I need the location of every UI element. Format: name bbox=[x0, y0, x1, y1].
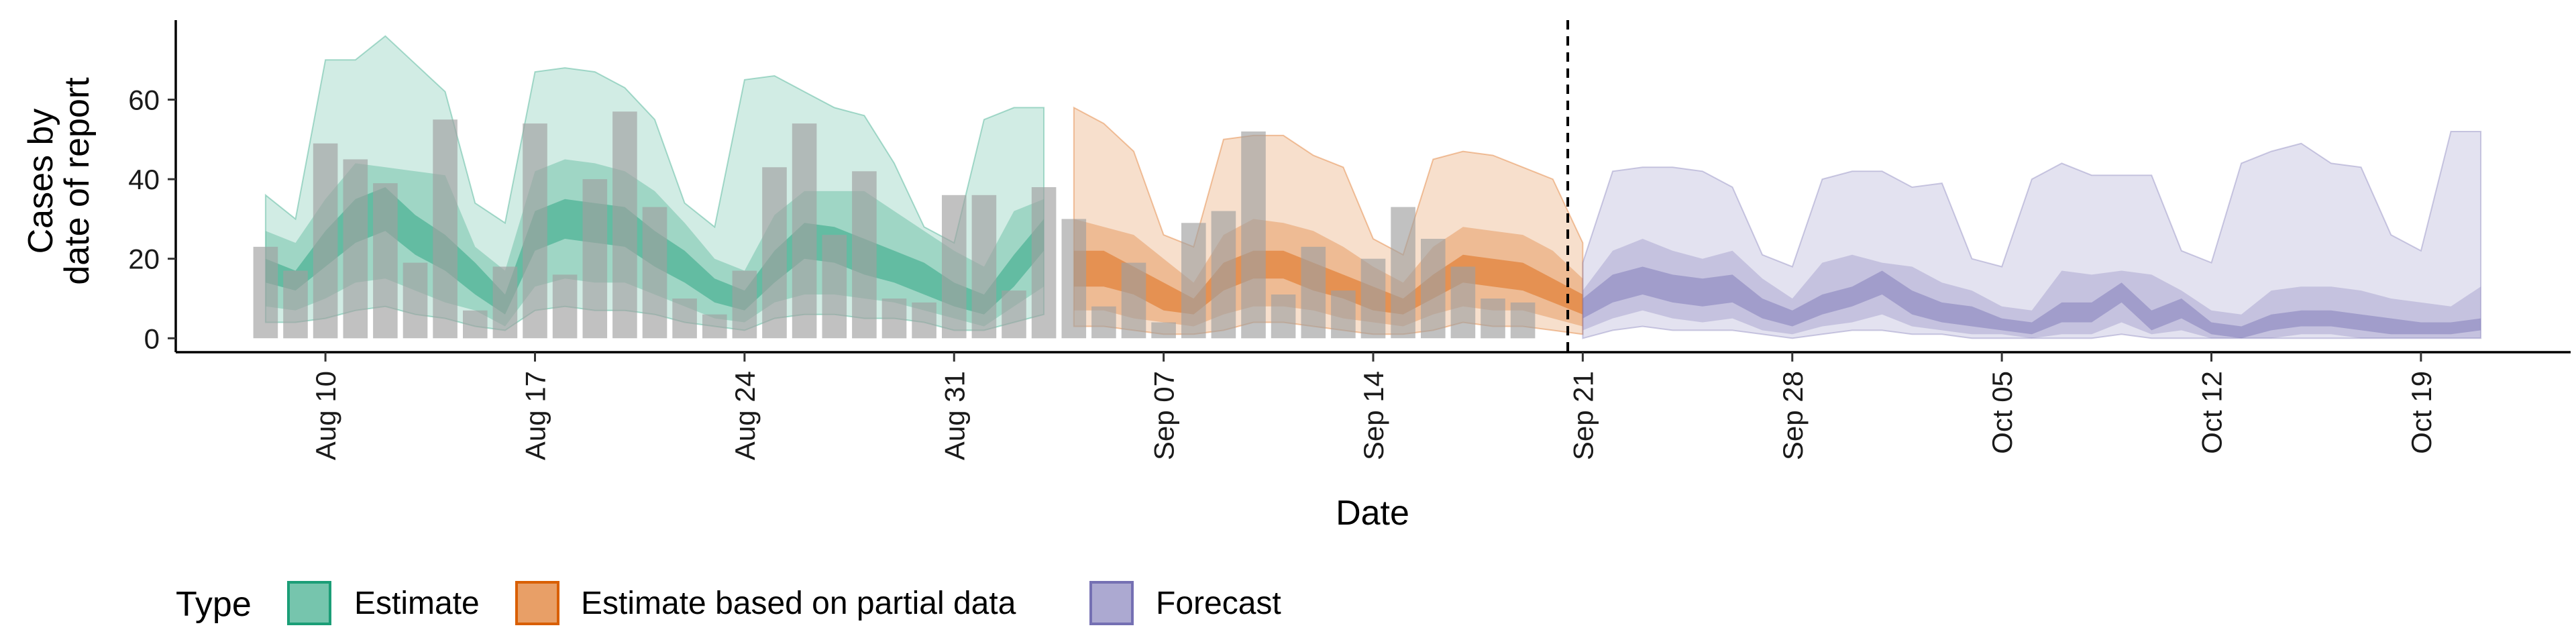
bar bbox=[552, 274, 578, 339]
y-axis-title-line-2: date of report bbox=[58, 77, 97, 285]
series-partial bbox=[1073, 106, 1584, 335]
bar bbox=[373, 183, 398, 339]
legend-key-partial bbox=[515, 581, 559, 625]
legend-title: Type bbox=[176, 585, 252, 624]
bar bbox=[343, 159, 368, 339]
bar bbox=[732, 270, 757, 339]
bar bbox=[492, 266, 518, 339]
legend-label-estimate: Estimate bbox=[354, 586, 480, 621]
bar bbox=[253, 246, 278, 339]
bar bbox=[1151, 322, 1176, 339]
bar bbox=[1271, 294, 1296, 339]
bar bbox=[523, 123, 547, 339]
bar bbox=[971, 195, 997, 339]
bar bbox=[642, 207, 667, 339]
bar bbox=[1510, 302, 1536, 339]
x-axis-title: Date bbox=[1336, 494, 1409, 533]
bar bbox=[313, 143, 338, 339]
bar bbox=[1481, 299, 1505, 339]
y-axis-title-line-1: Cases by bbox=[21, 109, 60, 254]
x-tick-label: Aug 17 bbox=[520, 371, 551, 460]
y-tick-label: 60 bbox=[128, 85, 160, 116]
bar bbox=[402, 262, 428, 339]
x-tick-label: Aug 24 bbox=[729, 371, 761, 460]
bar bbox=[792, 123, 817, 339]
bar bbox=[1031, 187, 1057, 339]
x-tick-label: Oct 12 bbox=[2196, 371, 2228, 454]
bar bbox=[942, 195, 967, 339]
series-forecast bbox=[1582, 131, 2482, 339]
legend-key-estimate bbox=[287, 581, 331, 625]
bar bbox=[912, 302, 936, 339]
bar bbox=[1181, 223, 1206, 339]
bar bbox=[582, 179, 608, 339]
reported-case-bars bbox=[253, 111, 1536, 339]
x-tick-label: Sep 07 bbox=[1148, 371, 1180, 460]
plot-area bbox=[253, 20, 2482, 352]
x-tick-label: Sep 21 bbox=[1567, 371, 1599, 460]
bar bbox=[1241, 131, 1266, 339]
bar bbox=[1450, 266, 1476, 339]
y-tick-label: 40 bbox=[128, 164, 160, 195]
legend: Type Estimate Estimate based on partial … bbox=[176, 581, 1281, 625]
bar bbox=[1360, 258, 1386, 339]
legend-key-forecast bbox=[1089, 581, 1134, 625]
bar bbox=[463, 310, 488, 339]
y-tick-label: 0 bbox=[144, 323, 160, 354]
band-90-forecast bbox=[1582, 239, 2481, 339]
bar bbox=[1391, 207, 1415, 339]
bar bbox=[852, 171, 877, 339]
bar bbox=[881, 299, 907, 339]
bar bbox=[1331, 290, 1356, 339]
x-tick-label: Sep 28 bbox=[1777, 371, 1809, 460]
legend-label-forecast: Forecast bbox=[1156, 586, 1281, 621]
bar bbox=[822, 235, 847, 339]
bar bbox=[762, 167, 787, 339]
band-50-forecast bbox=[1582, 266, 2481, 339]
bar bbox=[702, 314, 727, 339]
bar bbox=[612, 111, 637, 339]
y-tick-label: 20 bbox=[128, 244, 160, 275]
bar bbox=[1301, 246, 1326, 339]
x-tick-label: Oct 05 bbox=[1986, 371, 2018, 454]
legend-label-partial: Estimate based on partial data bbox=[581, 586, 1016, 621]
bar bbox=[1211, 211, 1236, 339]
x-tick-label: Oct 19 bbox=[2406, 371, 2437, 454]
x-tick-label: Sep 14 bbox=[1358, 371, 1389, 460]
x-tick-label: Aug 10 bbox=[310, 371, 341, 460]
axes: 0 20 40 60 Aug 10 Aug 17 Aug 24 Aug 31 Sep 07 Sep… bbox=[128, 20, 2571, 460]
bar bbox=[283, 270, 308, 339]
bar bbox=[1061, 219, 1087, 339]
bar bbox=[1002, 290, 1026, 339]
bar bbox=[1091, 306, 1116, 339]
bar bbox=[672, 299, 697, 339]
bar bbox=[1121, 262, 1146, 339]
bar bbox=[433, 119, 458, 339]
bar bbox=[1421, 239, 1446, 339]
band-outer-forecast bbox=[1582, 131, 2482, 339]
x-tick-label: Aug 31 bbox=[938, 371, 970, 460]
